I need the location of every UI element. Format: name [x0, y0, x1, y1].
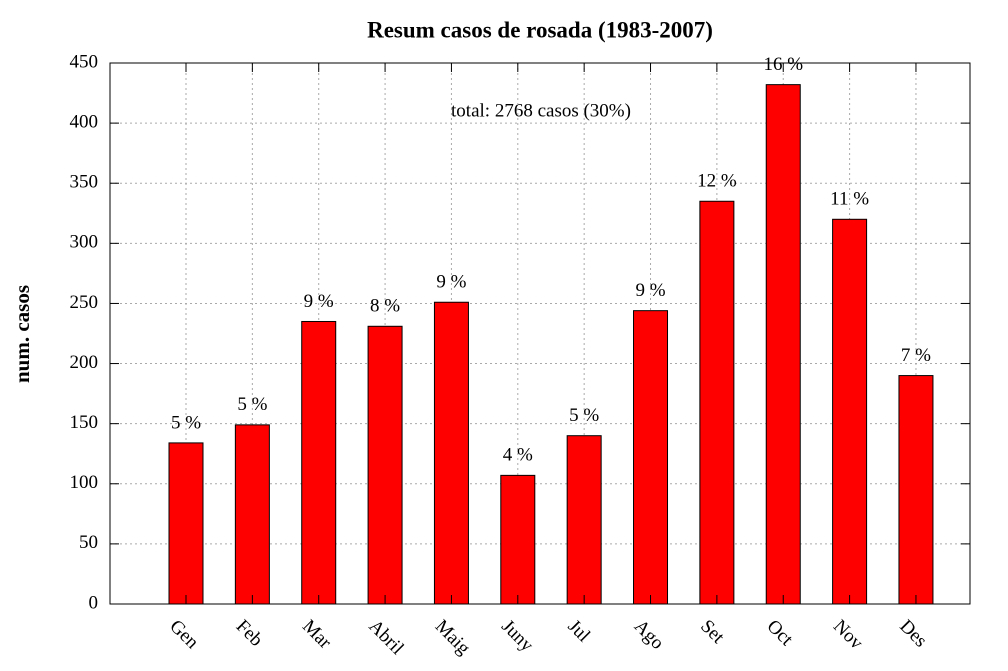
plot-frame — [109, 62, 971, 605]
y-tick-label: 50 — [79, 532, 98, 553]
bar — [301, 320, 337, 605]
value-label: 9 % — [635, 280, 665, 301]
annotation: total: 2768 casos (30%) — [451, 100, 631, 121]
x-tick-label: Des — [895, 616, 931, 652]
bar — [433, 301, 469, 605]
value-label: 5 % — [237, 394, 267, 415]
value-label: 5 % — [569, 405, 599, 426]
value-label: 12 % — [697, 171, 737, 192]
x-tick-label: Gen — [165, 616, 203, 654]
x-tick-label: Maig — [431, 616, 475, 660]
y-axis-label: num. casos — [10, 285, 34, 383]
x-tick-label: Nov — [829, 616, 867, 654]
value-label: 7 % — [901, 345, 931, 366]
value-label: 5 % — [171, 412, 201, 433]
y-tick-label: 150 — [70, 412, 99, 433]
value-label: 8 % — [370, 296, 400, 317]
x-tick-label: Abril — [364, 616, 407, 659]
y-tick-label: 100 — [70, 472, 99, 493]
bar — [765, 84, 801, 605]
x-tick-label: Juny — [497, 616, 538, 657]
x-tick-label: Set — [696, 616, 729, 649]
value-label: 16 % — [763, 54, 803, 75]
bar — [898, 375, 934, 605]
y-tick-label: 350 — [70, 172, 99, 193]
x-tick-label: Feb — [232, 616, 267, 651]
bar — [234, 424, 270, 605]
chart-title: Resum casos de rosada (1983-2007) — [367, 17, 713, 42]
bar — [832, 218, 868, 605]
y-tick-label: 0 — [89, 592, 99, 613]
bar — [566, 435, 602, 605]
y-tick-label: 250 — [70, 292, 99, 313]
x-tick-label: Oct — [763, 616, 798, 651]
x-tick-label: Jul — [564, 616, 595, 647]
y-tick-label: 200 — [70, 352, 99, 373]
value-label: 4 % — [503, 445, 533, 466]
x-tick-label: Ago — [630, 616, 668, 654]
value-label: 9 % — [304, 291, 334, 312]
x-tick-label: Mar — [298, 616, 336, 654]
value-label: 9 % — [436, 272, 466, 293]
bar — [699, 200, 735, 605]
y-tick-label: 400 — [70, 111, 99, 132]
y-tick-label: 450 — [70, 51, 99, 72]
bar — [367, 325, 403, 605]
bar — [633, 310, 669, 605]
bar — [500, 474, 536, 605]
value-label: 11 % — [830, 189, 869, 210]
y-tick-label: 300 — [70, 232, 99, 253]
bar — [168, 442, 204, 605]
